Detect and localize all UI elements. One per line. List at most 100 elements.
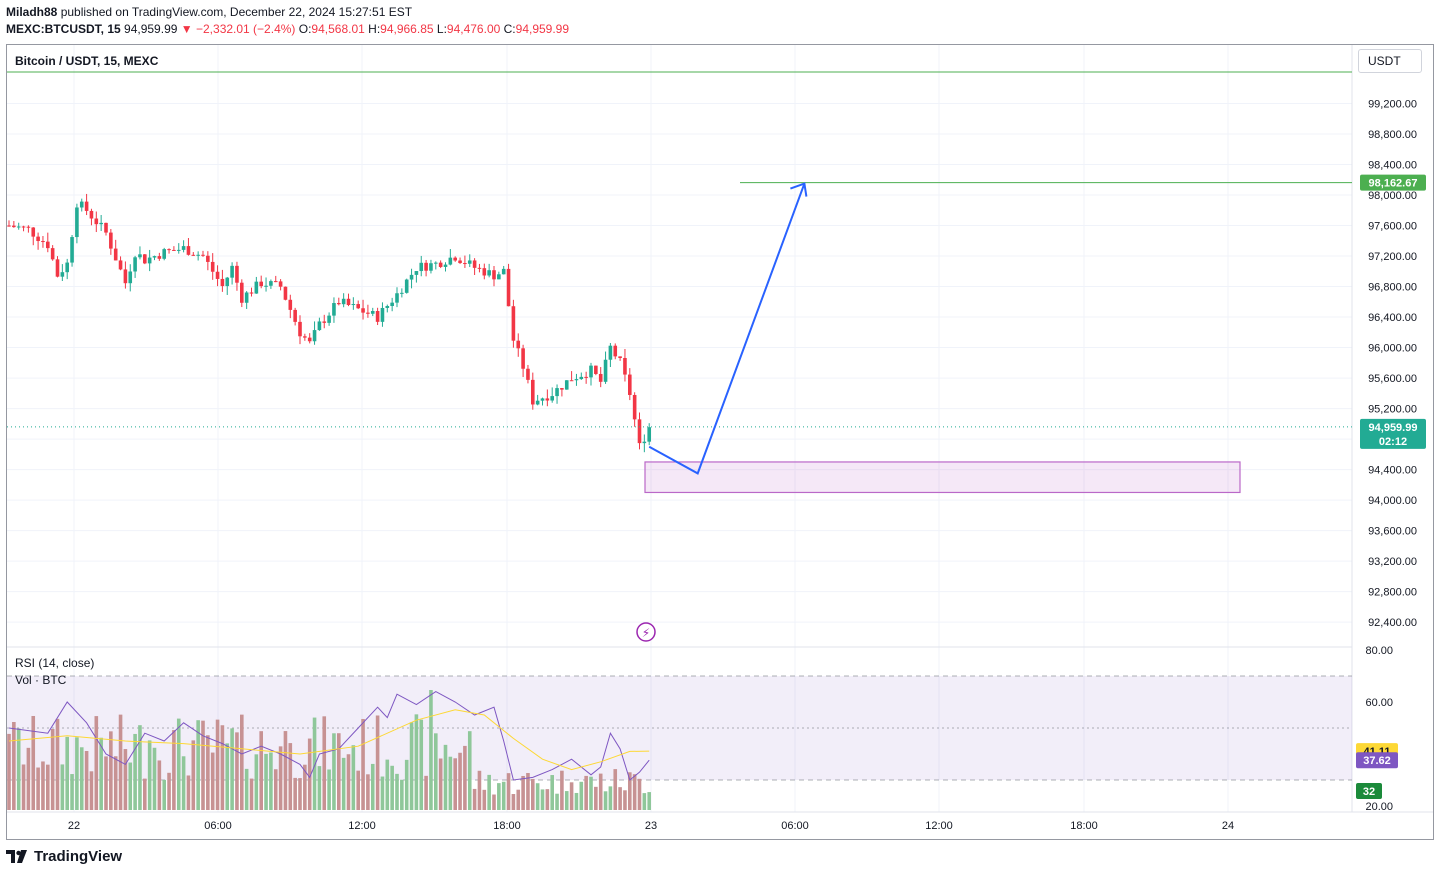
rsi-ma-line (8, 709, 650, 771)
candle-body (598, 373, 603, 382)
candle-body (463, 263, 467, 265)
volume-bar (526, 773, 530, 810)
volume-bar (123, 749, 128, 810)
volume-bar (21, 764, 26, 810)
volume-bar (26, 747, 31, 810)
volume-bar (419, 719, 424, 810)
volume-bar (36, 767, 40, 810)
price-tick-label: 97,200.00 (1368, 251, 1417, 263)
volume-bar (84, 751, 89, 810)
time-tick-label: 18:00 (1070, 820, 1098, 832)
volume-bar (642, 793, 647, 810)
volume-bar (589, 776, 593, 810)
price-change: −2,332.01 (−2.4%) (196, 22, 296, 36)
price-tick-label: 97,600.00 (1368, 221, 1417, 233)
candle-body (41, 241, 45, 243)
volume-bar (366, 774, 370, 810)
volume-bar (240, 714, 244, 810)
volume-bar (361, 718, 365, 810)
candle-body (147, 257, 152, 264)
volume-bar (434, 733, 438, 810)
candle-body (628, 374, 632, 395)
volume-bar (584, 775, 588, 810)
series-legend[interactable]: Bitcoin / USDT, 15, MEXC (15, 54, 159, 68)
candle-body (21, 226, 26, 228)
volume-bar (46, 764, 50, 810)
candle-body (545, 398, 550, 401)
rsi-legend[interactable]: RSI (14, close) (15, 656, 95, 670)
candle-body (497, 274, 501, 280)
candle-body (327, 315, 331, 323)
price-tick-label: 98,400.00 (1368, 160, 1417, 172)
volume-bar (79, 747, 84, 810)
time-tick-label: 12:00 (925, 820, 953, 832)
candle-body (288, 299, 293, 310)
volume-bar (235, 732, 239, 810)
volume-bar (16, 728, 21, 810)
candle-body (84, 201, 89, 211)
volume-bar (628, 772, 632, 810)
volume-bar (545, 789, 550, 810)
volume-bar (424, 775, 428, 810)
volume-bar (215, 719, 220, 810)
candle-body (293, 309, 297, 322)
candle-body (511, 306, 516, 341)
candle-body (264, 285, 268, 287)
author-name[interactable]: Miladh88 (6, 5, 58, 19)
candle-body (477, 267, 482, 269)
volume-bar (41, 761, 45, 810)
price-tick-label: 94,400.00 (1368, 465, 1417, 477)
volume-bar (220, 725, 225, 810)
candle-body (191, 254, 196, 256)
candle-body (317, 321, 322, 331)
candle-body (404, 279, 409, 293)
volume-bar (201, 720, 205, 810)
candle-body (12, 225, 16, 228)
candle-body (176, 249, 181, 251)
candle-body (487, 270, 491, 276)
volume-bar (380, 776, 385, 810)
candle-body (65, 262, 69, 273)
volume-bar (443, 744, 448, 810)
volume-bar (516, 789, 521, 810)
candle-body (307, 337, 312, 342)
candle-body (589, 365, 593, 378)
volume-bar (7, 733, 11, 810)
volume-bar (12, 721, 16, 810)
currency-button[interactable]: USDT (1358, 49, 1422, 73)
target-price-label-text: 98,162.67 (1369, 178, 1418, 190)
volume-bar (109, 731, 113, 810)
volume-bar (264, 753, 268, 810)
price-tick-label: 96,000.00 (1368, 343, 1417, 355)
candle-body (278, 281, 283, 287)
volume-bar (458, 752, 462, 810)
candle-body (409, 274, 414, 280)
candle-body (584, 376, 588, 378)
volume-bar (477, 770, 482, 810)
chart-frame[interactable] (6, 44, 1434, 840)
demand-zone-box (644, 461, 1241, 494)
candle-body (167, 249, 171, 251)
candle-body (414, 271, 419, 275)
volume-bar (244, 768, 249, 810)
candle-body (70, 237, 74, 263)
volume-bar (608, 786, 613, 810)
volume-bar (623, 790, 627, 810)
volume-bar (196, 720, 200, 810)
candle-body (89, 210, 94, 219)
volume-bar (448, 756, 453, 810)
open-value: 94,568.01 (311, 22, 365, 36)
symbol-label: MEXC:BTCUSDT, 15 (6, 22, 121, 36)
volume-legend[interactable]: Vol · BTC (15, 673, 67, 687)
candle-body (46, 241, 50, 249)
candle-body (341, 298, 346, 305)
volume-bar (322, 716, 327, 810)
candle-body (579, 376, 584, 380)
volume-bar (230, 728, 234, 810)
tradingview-footer[interactable]: TradingView (6, 848, 122, 865)
volume-bar (317, 766, 322, 810)
current-price-label-bg (1360, 418, 1426, 449)
publisher-line: Miladh88 published on TradingView.com, D… (6, 5, 412, 19)
high-value: 94,966.85 (380, 22, 434, 36)
